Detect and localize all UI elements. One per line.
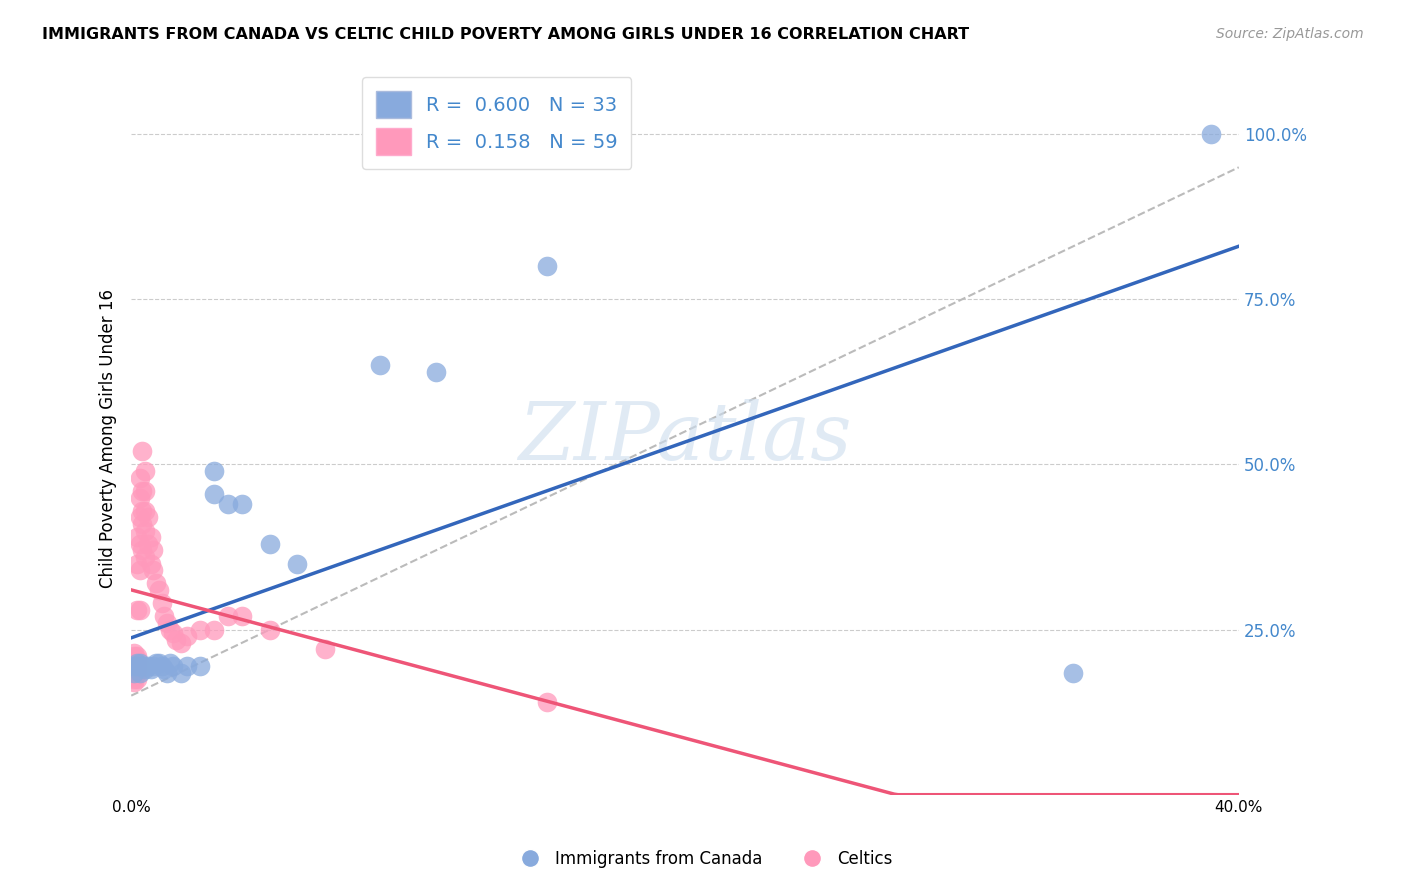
Point [125,530,148,544]
Y-axis label: Child Poverty Among Girls Under 16: Child Poverty Among Girls Under 16 [100,289,117,588]
Point [145,656,167,670]
Point [287,557,309,571]
Point [139,662,162,676]
Point [156,615,179,630]
Point [150,596,173,610]
Point [122,656,145,670]
Point [134,483,156,498]
Point [231,609,253,624]
Point [217,609,239,624]
Point [259,623,281,637]
Point [125,659,148,673]
Point [125,557,148,571]
Point [131,659,153,673]
Point [148,582,170,597]
Point [165,632,187,647]
Point [131,516,153,531]
Point [170,636,193,650]
Point [142,563,165,577]
Point [150,659,173,673]
Point [134,524,156,538]
Point [176,629,198,643]
Point [153,662,176,676]
Point [122,648,145,663]
Point [148,656,170,670]
Text: IMMIGRANTS FROM CANADA VS CELTIC CHILD POVERTY AMONG GIRLS UNDER 16 CORRELATION : IMMIGRANTS FROM CANADA VS CELTIC CHILD P… [42,27,969,42]
Point [128,603,150,617]
Point [122,665,145,680]
Point [190,623,212,637]
Point [134,662,156,676]
Point [128,491,150,505]
Point [1062,665,1084,680]
Point [125,603,148,617]
Point [142,659,165,673]
Point [162,626,184,640]
Point [1199,128,1222,142]
Point [425,365,447,379]
Point [128,537,150,551]
Point [131,504,153,518]
Point [122,665,145,680]
Point [125,659,148,673]
Legend: R =  0.600   N = 33, R =  0.158   N = 59: R = 0.600 N = 33, R = 0.158 N = 59 [361,77,631,169]
Point [136,659,159,673]
Point [170,665,193,680]
Point [136,510,159,524]
Point [176,659,198,673]
Text: ZIPatlas: ZIPatlas [519,400,852,477]
Point [122,646,145,660]
Point [128,510,150,524]
Point [202,623,225,637]
Point [231,497,253,511]
Point [125,656,148,670]
Point [153,609,176,624]
Point [139,557,162,571]
Legend: Immigrants from Canada, Celtics: Immigrants from Canada, Celtics [506,844,900,875]
Point [217,497,239,511]
Point [122,659,145,673]
Point [259,537,281,551]
Point [190,659,212,673]
Point [139,530,162,544]
Point [145,576,167,591]
Point [314,642,336,657]
Point [125,672,148,686]
Point [122,662,145,676]
Point [125,656,148,670]
Point [162,659,184,673]
Point [122,659,145,673]
Point [134,549,156,564]
Point [122,652,145,666]
Point [122,675,145,690]
Point [159,623,181,637]
Point [128,665,150,680]
Point [134,464,156,478]
Point [131,444,153,458]
Text: Source: ZipAtlas.com: Source: ZipAtlas.com [1216,27,1364,41]
Point [156,665,179,680]
Point [370,359,392,373]
Point [202,487,225,501]
Point [131,543,153,558]
Point [131,483,153,498]
Point [536,260,558,274]
Point [536,695,558,709]
Point [125,665,148,680]
Point [125,652,148,666]
Point [128,471,150,485]
Point [122,669,145,683]
Point [128,563,150,577]
Point [159,656,181,670]
Point [134,504,156,518]
Point [202,464,225,478]
Point [125,648,148,663]
Point [136,537,159,551]
Point [131,659,153,673]
Point [122,672,145,686]
Point [128,656,150,670]
Point [128,659,150,673]
Point [142,543,165,558]
